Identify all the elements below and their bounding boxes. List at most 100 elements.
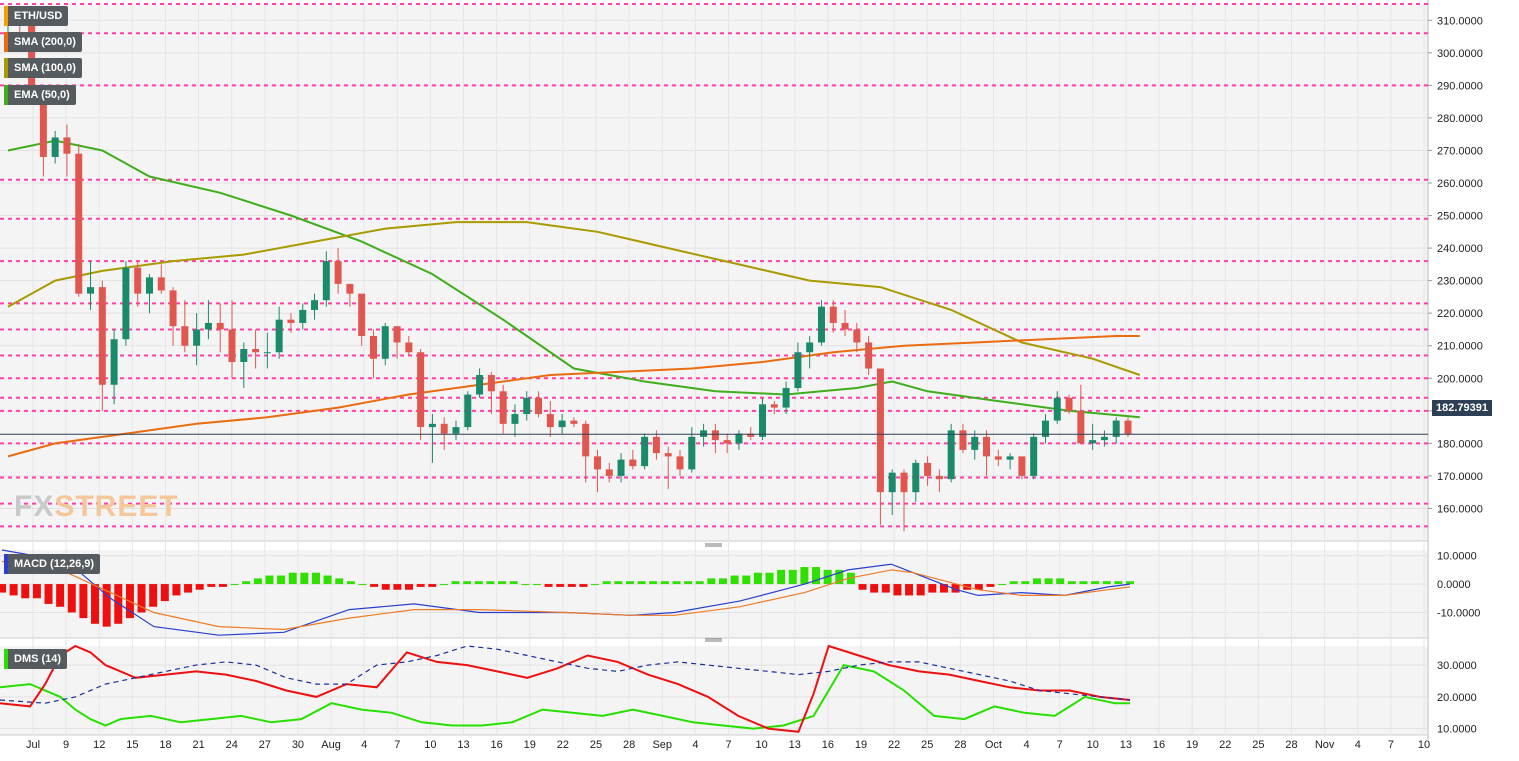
candle-body-46 — [546, 414, 554, 428]
candle-body-68 — [806, 342, 814, 353]
main-ytick-label-2: 180.0000 — [1437, 438, 1483, 450]
legend-ema50[interactable]: EMA (50,0) — [4, 85, 76, 105]
xtick-label-42: 10 — [1418, 739, 1430, 751]
macd-line-0 — [1, 549, 1131, 636]
macd-histogram-bar-80 — [928, 584, 937, 593]
macd-histogram-bar-34 — [393, 584, 402, 590]
macd-histogram-bar-24 — [277, 575, 286, 585]
macd-histogram-bar-60 — [695, 581, 704, 585]
macd-line-1 — [1, 560, 1131, 631]
xtick-label-37: 25 — [1252, 739, 1264, 751]
xtick-label-29: Oct — [985, 739, 1002, 751]
candle-body-9 — [110, 339, 118, 385]
macd-histogram-bar-30 — [346, 581, 355, 585]
legend-sma100[interactable]: SMA (100,0) — [4, 58, 82, 78]
candle-body-33 — [393, 326, 401, 343]
candle-body-38 — [452, 427, 460, 434]
candle-body-52 — [617, 459, 625, 476]
legend-dms[interactable]: DMS (14) — [4, 649, 68, 669]
candle-body-35 — [417, 352, 425, 428]
candle-body-17 — [204, 322, 212, 330]
candle-body-37 — [440, 423, 448, 434]
macd-histogram-bar-92 — [1067, 581, 1076, 585]
macd-histogram-bar-72 — [835, 569, 844, 585]
candle-body-72 — [853, 329, 861, 343]
xtick-label-13: 13 — [457, 739, 469, 751]
candle-body-4 — [51, 137, 59, 157]
legend-macd[interactable]: MACD (12,26,9) — [4, 554, 101, 574]
candle-body-15 — [181, 326, 189, 346]
candle-body-21 — [252, 348, 260, 353]
candle-body-85 — [1006, 456, 1014, 460]
main-ytick-label-4: 200.0000 — [1437, 373, 1483, 385]
candle-body-22 — [263, 352, 271, 354]
main-ytick-label-0: 160.0000 — [1437, 503, 1483, 515]
ma-line-0 — [7, 139, 1140, 419]
macd-histogram-bar-84 — [974, 584, 983, 590]
main-ytick-label-12: 280.0000 — [1437, 113, 1483, 125]
candle-body-27 — [322, 261, 330, 301]
macd-histogram-bar-44 — [509, 581, 518, 585]
xtick-label-14: 16 — [491, 739, 503, 751]
xtick-label-11: 7 — [394, 739, 400, 751]
xtick-label-25: 19 — [855, 739, 867, 751]
macd-histogram-bar-16 — [184, 584, 193, 593]
macd-histogram-bar-28 — [323, 575, 332, 585]
candle-body-78 — [924, 462, 932, 476]
xtick-label-3: 15 — [126, 739, 138, 751]
macd-histogram-bar-31 — [358, 584, 367, 586]
legend-symbol[interactable]: ETH/USD — [4, 6, 69, 26]
candle-body-61 — [723, 440, 731, 444]
watermark-street: STREET — [54, 490, 179, 523]
candle-body-66 — [782, 388, 790, 408]
macd-histogram-bar-75 — [870, 584, 879, 593]
xtick-label-2: 12 — [93, 739, 105, 751]
macd-histogram-bar-67 — [777, 569, 786, 585]
macd-histogram-bar-0 — [0, 584, 6, 593]
candle-body-92 — [1089, 440, 1097, 444]
macd-histogram-bar-20 — [230, 584, 239, 586]
macd-histogram-bar-85 — [986, 584, 995, 587]
candle-body-41 — [487, 375, 495, 392]
xtick-label-12: 10 — [424, 739, 436, 751]
macd-histogram-bar-45 — [521, 584, 530, 586]
candle-body-80 — [947, 430, 955, 480]
xtick-label-9: Aug — [321, 739, 341, 751]
ma-line-2 — [7, 335, 1140, 458]
dms-panel-bg — [0, 646, 1428, 735]
candle-body-91 — [1077, 410, 1085, 444]
candle-body-76 — [900, 472, 908, 493]
legend-sma200[interactable]: SMA (200,0) — [4, 32, 82, 52]
fxstreet-watermark: FXSTREET — [14, 490, 179, 524]
candle-body-8 — [98, 287, 106, 385]
candle-body-30 — [358, 293, 366, 336]
candle-body-5 — [63, 137, 71, 154]
macd-histogram-bar-48 — [556, 584, 565, 587]
candle-body-89 — [1053, 397, 1061, 421]
macd-histogram-bar-68 — [788, 569, 797, 585]
xtick-label-39: Nov — [1315, 739, 1335, 751]
candle-body-58 — [688, 436, 696, 470]
macd-histogram-bar-94 — [1091, 581, 1100, 585]
candle-body-24 — [287, 319, 295, 323]
xtick-label-19: Sep — [652, 739, 672, 751]
candle-body-67 — [794, 352, 802, 389]
macd-histogram-bar-26 — [300, 572, 309, 585]
candle-body-42 — [499, 391, 507, 424]
candle-body-49 — [582, 423, 590, 457]
candle-body-84 — [994, 456, 1002, 460]
ma-line-1 — [7, 221, 1141, 376]
candle-body-34 — [405, 342, 413, 353]
candle-body-63 — [747, 433, 755, 437]
candle-body-44 — [523, 397, 531, 415]
candle-body-48 — [570, 420, 578, 424]
candle-body-69 — [817, 306, 825, 343]
macd-histogram-bar-36 — [416, 584, 425, 587]
main-ytick-label-13: 290.0000 — [1437, 80, 1483, 92]
macd-histogram-bar-64 — [742, 575, 751, 585]
candle-body-77 — [912, 462, 920, 493]
dms-line-1 — [0, 644, 1131, 733]
candle-body-64 — [759, 404, 767, 437]
macd-histogram-bar-91 — [1056, 578, 1065, 585]
